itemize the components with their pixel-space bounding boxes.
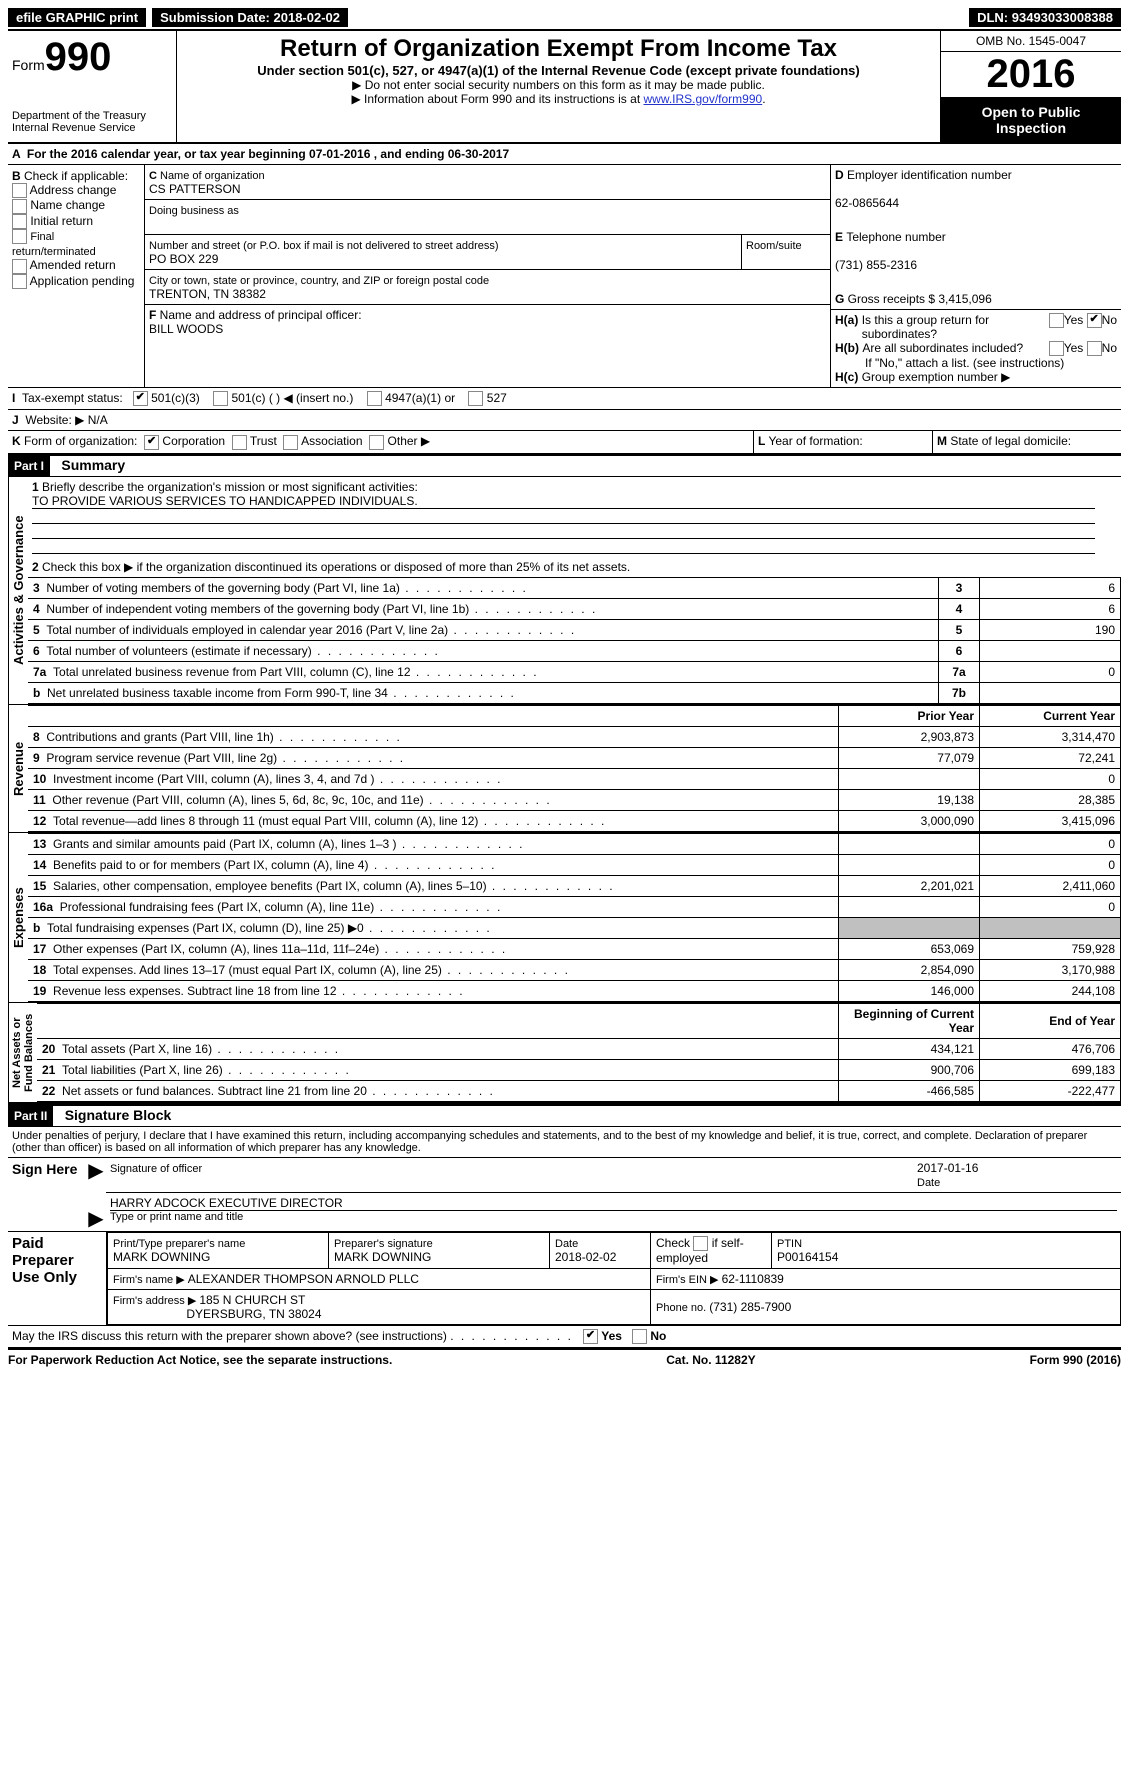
- discuss-no-checkbox[interactable]: [632, 1329, 647, 1344]
- table-row: b Total fundraising expenses (Part IX, c…: [28, 917, 1121, 938]
- final-return-checkbox[interactable]: [12, 229, 27, 244]
- ha-no-checkbox[interactable]: [1087, 313, 1102, 328]
- section-a: A For the 2016 calendar year, or tax yea…: [8, 144, 1121, 165]
- section-c-name: C Name of organization CS PATTERSON: [145, 165, 830, 200]
- trust-checkbox[interactable]: [232, 435, 247, 450]
- table-row: 12 Total revenue—add lines 8 through 11 …: [28, 810, 1121, 831]
- sign-here-block: Sign Here ▶▶ Signature of officer 2017-0…: [8, 1158, 1121, 1232]
- application-pending-checkbox[interactable]: [12, 274, 27, 289]
- initial-return-checkbox[interactable]: [12, 214, 27, 229]
- section-d-ein: D Employer identification number 62-0865…: [831, 165, 1121, 213]
- section-g-receipts: G Gross receipts $ 3,415,096: [831, 289, 1121, 309]
- vert-netassets: Net Assets orFund Balances: [8, 1003, 37, 1102]
- dba: Doing business as: [145, 200, 830, 235]
- street-address: Number and street (or P.O. box if mail i…: [145, 235, 742, 269]
- 527-checkbox[interactable]: [468, 391, 483, 406]
- table-row: 8 Contributions and grants (Part VIII, l…: [28, 726, 1121, 747]
- omb-number: OMB No. 1545-0047: [941, 31, 1121, 52]
- table-row: b Net unrelated business taxable income …: [28, 682, 1121, 703]
- amended-return-checkbox[interactable]: [12, 259, 27, 274]
- hb-yes-checkbox[interactable]: [1049, 341, 1064, 356]
- dln: DLN: 93493033008388: [969, 8, 1121, 27]
- section-j-website: J Website: ▶ N/A: [8, 410, 1121, 431]
- part1-header: Part I Summary: [8, 454, 1121, 477]
- table-row: 14 Benefits paid to or for members (Part…: [28, 854, 1121, 875]
- declaration-text: Under penalties of perjury, I declare th…: [8, 1127, 1121, 1158]
- part2-header: Part II Signature Block: [8, 1104, 1121, 1127]
- table-row: 19 Revenue less expenses. Subtract line …: [28, 980, 1121, 1001]
- city-state-zip: City or town, state or province, country…: [145, 270, 830, 305]
- netassets-table: Beginning of Current YearEnd of Year 20 …: [37, 1003, 1121, 1102]
- vert-revenue: Revenue: [8, 705, 28, 832]
- address-change-checkbox[interactable]: [12, 183, 27, 198]
- revenue-table: Prior YearCurrent Year 8 Contributions a…: [28, 705, 1121, 832]
- mission-text: TO PROVIDE VARIOUS SERVICES TO HANDICAPP…: [32, 494, 1095, 509]
- treasury-dept: Department of the Treasury Internal Reve…: [12, 110, 172, 134]
- table-row: 17 Other expenses (Part IX, column (A), …: [28, 938, 1121, 959]
- table-row: 11 Other revenue (Part VIII, column (A),…: [28, 789, 1121, 810]
- table-row: 10 Investment income (Part VIII, column …: [28, 768, 1121, 789]
- table-row: 16a Professional fundraising fees (Part …: [28, 896, 1121, 917]
- table-row: 7a Total unrelated business revenue from…: [28, 661, 1121, 682]
- open-to-public: Open to Public Inspection: [941, 98, 1121, 142]
- section-klm: K Form of organization: Corporation Trus…: [8, 431, 1121, 453]
- section-f: F Name and address of principal officer:…: [145, 305, 830, 353]
- self-employed-checkbox[interactable]: [693, 1236, 708, 1251]
- table-row: 9 Program service revenue (Part VIII, li…: [28, 747, 1121, 768]
- table-row: 6 Total number of volunteers (estimate i…: [28, 640, 1121, 661]
- table-row: 22 Net assets or fund balances. Subtract…: [37, 1080, 1121, 1101]
- expenses-table: 13 Grants and similar amounts paid (Part…: [28, 833, 1121, 1002]
- efile-topbar: efile GRAPHIC print Submission Date: 201…: [8, 8, 1121, 31]
- section-e-phone: E Telephone number (731) 855-2316: [831, 227, 1121, 275]
- section-h: H(a) Is this a group return for subordin…: [831, 309, 1121, 387]
- 501c3-checkbox[interactable]: [133, 391, 148, 406]
- submission-date: Submission Date: 2018-02-02: [152, 8, 348, 27]
- 501c-checkbox[interactable]: [213, 391, 228, 406]
- activities-governance: Activities & Governance 1 Briefly descri…: [8, 477, 1121, 705]
- table-row: 4 Number of independent voting members o…: [28, 598, 1121, 619]
- discuss-preparer: May the IRS discuss this return with the…: [8, 1326, 1121, 1348]
- netassets-section: Net Assets orFund Balances Beginning of …: [8, 1003, 1121, 1104]
- form-number: 990: [45, 35, 112, 79]
- assoc-checkbox[interactable]: [283, 435, 298, 450]
- paid-preparer-block: Paid Preparer Use Only Print/Type prepar…: [8, 1232, 1121, 1326]
- entity-block: B Check if applicable: Address change Na…: [8, 165, 1121, 388]
- expenses-section: Expenses 13 Grants and similar amounts p…: [8, 833, 1121, 1003]
- discuss-yes-checkbox[interactable]: [583, 1329, 598, 1344]
- 4947-checkbox[interactable]: [367, 391, 382, 406]
- tax-year: 2016: [941, 52, 1121, 98]
- form-header: Form990 Department of the Treasury Inter…: [8, 31, 1121, 144]
- instructions-link[interactable]: www.IRS.gov/form990: [643, 92, 762, 106]
- table-row: 15 Salaries, other compensation, employe…: [28, 875, 1121, 896]
- subtitle: Under section 501(c), 527, or 4947(a)(1)…: [187, 63, 930, 78]
- table-row: 18 Total expenses. Add lines 13–17 (must…: [28, 959, 1121, 980]
- table-row: 21 Total liabilities (Part X, line 26)90…: [37, 1059, 1121, 1080]
- efile-label: efile GRAPHIC print: [8, 8, 146, 27]
- section-i-tax-status: I Tax-exempt status: 501(c)(3) 501(c) ( …: [8, 388, 1121, 410]
- page-footer: For Paperwork Reduction Act Notice, see …: [8, 1348, 1121, 1367]
- table-row: 5 Total number of individuals employed i…: [28, 619, 1121, 640]
- name-change-checkbox[interactable]: [12, 199, 27, 214]
- table-row: 3 Number of voting members of the govern…: [28, 577, 1121, 598]
- vert-expenses: Expenses: [8, 833, 28, 1002]
- hb-no-checkbox[interactable]: [1087, 341, 1102, 356]
- governance-table: 3 Number of voting members of the govern…: [28, 577, 1121, 704]
- ha-yes-checkbox[interactable]: [1049, 313, 1064, 328]
- table-row: 13 Grants and similar amounts paid (Part…: [28, 833, 1121, 854]
- page-title: Return of Organization Exempt From Incom…: [187, 35, 930, 63]
- other-checkbox[interactable]: [369, 435, 384, 450]
- vert-activities-governance: Activities & Governance: [8, 477, 28, 704]
- table-row: 20 Total assets (Part X, line 16)434,121…: [37, 1038, 1121, 1059]
- corp-checkbox[interactable]: [144, 435, 159, 450]
- room-suite: Room/suite: [742, 235, 830, 269]
- revenue-section: Revenue Prior YearCurrent Year 8 Contrib…: [8, 705, 1121, 833]
- section-b: B Check if applicable: Address change Na…: [8, 165, 145, 387]
